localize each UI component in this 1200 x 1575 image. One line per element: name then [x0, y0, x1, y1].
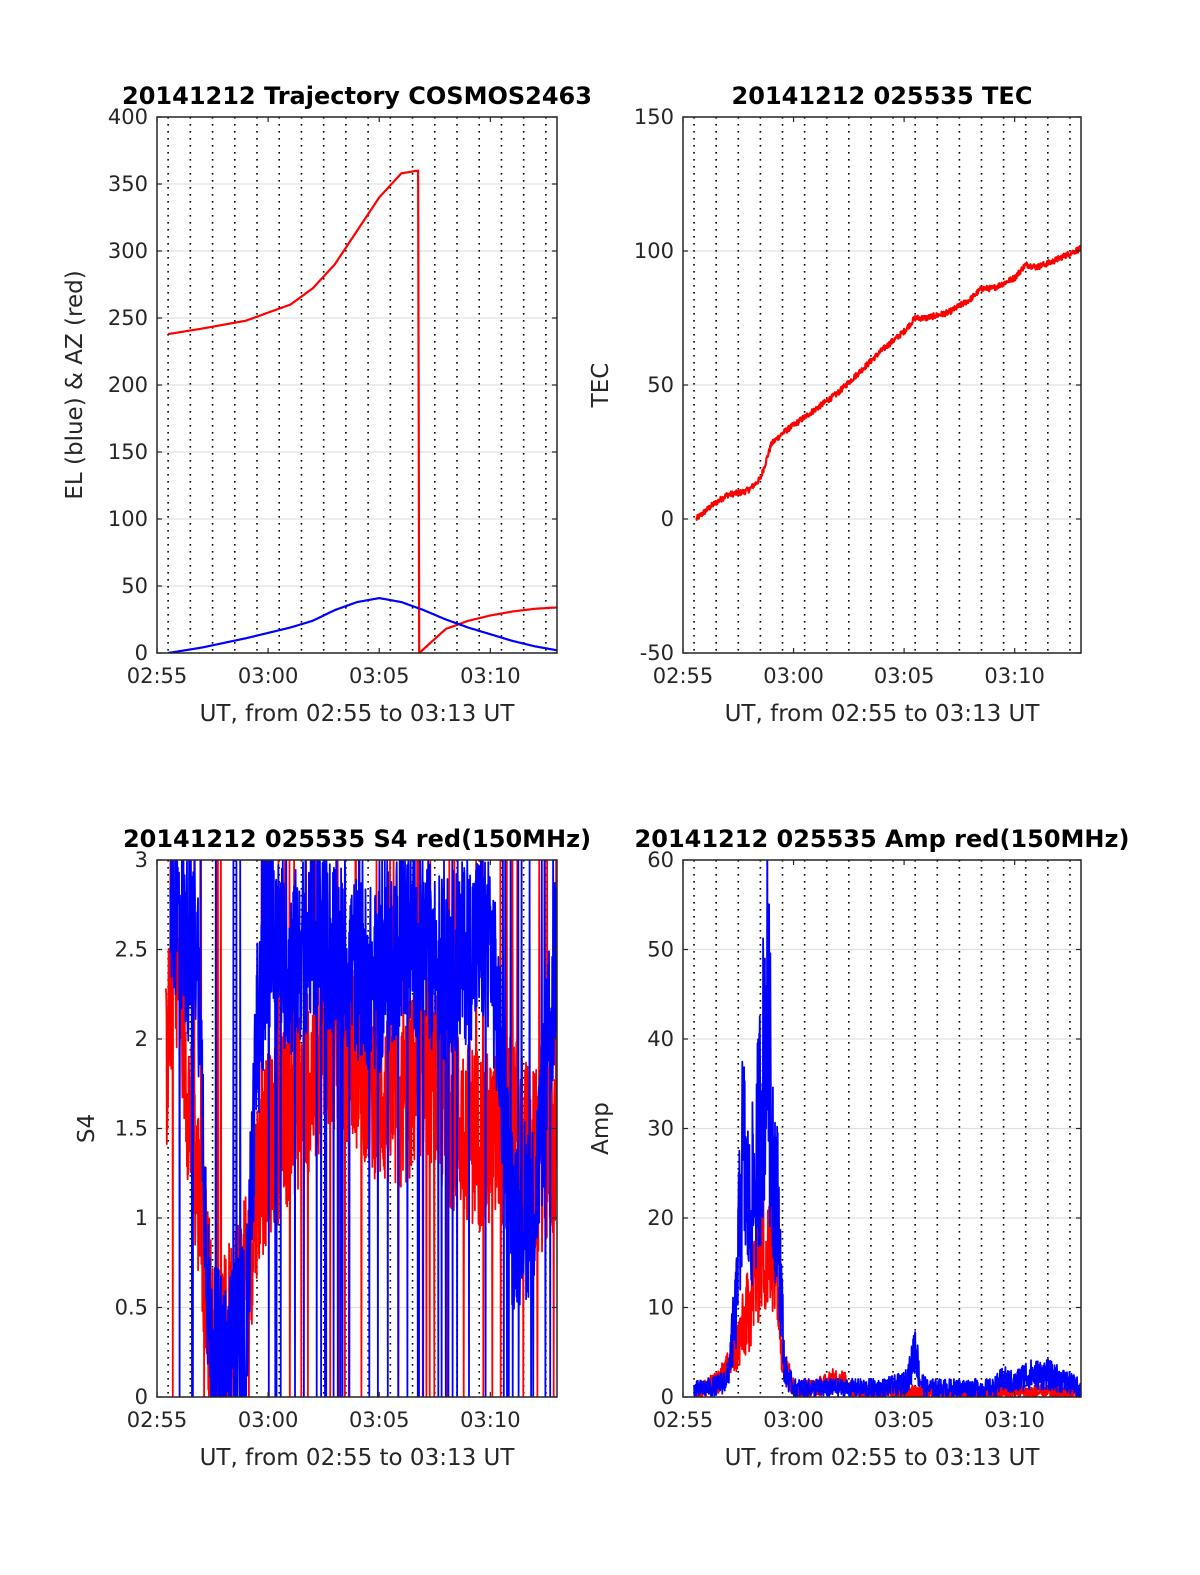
tec-ytick-label: 50 — [647, 373, 674, 397]
amp-xtick-label: 03:00 — [763, 1408, 824, 1432]
trajectory-series-1-line — [167, 597, 557, 653]
s4-series-1-line — [169, 860, 557, 1397]
amp-series-1-line — [693, 860, 1081, 1397]
trajectory-ytick-label: 0 — [135, 641, 148, 665]
amp-ytick-label: 0 — [661, 1385, 674, 1409]
s4-ytick-label: 3 — [135, 848, 148, 872]
tec-series-group — [695, 244, 1081, 521]
trajectory-series-group — [167, 169, 557, 653]
amp-ylabel: Amp — [588, 1102, 614, 1155]
s4-xtick-label: 02:55 — [127, 1408, 188, 1432]
trajectory-panel: 0 50 100 150 200 250 300 350 400 02:55 03:00 03:05 0… — [62, 82, 592, 727]
amp-ytick-label: 30 — [647, 1117, 674, 1141]
trajectory-ytick-label: 400 — [108, 105, 148, 129]
amp-xtick-label: 02:55 — [653, 1408, 714, 1432]
trajectory-ytick-label: 350 — [108, 172, 148, 196]
trajectory-ytick-label: 300 — [108, 239, 148, 263]
amp-title: 20141212 025535 Amp red(150MHz) — [635, 825, 1130, 853]
tec-ytick-label: 150 — [634, 105, 674, 129]
trajectory-title: 20141212 Trajectory COSMOS2463 — [122, 82, 592, 110]
tec-panel: -50 0 50 100 150 02:55 03:00 03:05 03:10 20141212… — [588, 82, 1082, 727]
tec-xlabel: UT, from 02:55 to 03:13 UT — [725, 701, 1041, 727]
tec-xtick-label: 03:05 — [874, 664, 935, 688]
s4-panel: 0 0.5 1 1.5 2 2.5 3 02:55 03:00 03:05 03:10 2014121… — [74, 825, 591, 1471]
amp-ytick-label: 50 — [647, 938, 674, 962]
s4-ytick-label: 0.5 — [115, 1296, 148, 1320]
amp-ytick-label: 10 — [647, 1296, 674, 1320]
amp-ytick-label: 40 — [647, 1027, 674, 1051]
amp-xlabel: UT, from 02:55 to 03:13 UT — [725, 1445, 1041, 1471]
s4-xlabel: UT, from 02:55 to 03:13 UT — [200, 1445, 516, 1471]
s4-ytick-label: 1.5 — [115, 1117, 148, 1141]
trajectory-xtick-label: 03:05 — [349, 664, 410, 688]
tec-ylabel: TEC — [588, 363, 614, 409]
s4-xtick-label: 03:05 — [349, 1408, 410, 1432]
amp-ytick-label: 20 — [647, 1206, 674, 1230]
s4-xtick-label: 03:00 — [238, 1408, 299, 1432]
s4-title: 20141212 025535 S4 red(150MHz) — [123, 825, 591, 853]
tec-ytick-label: -50 — [640, 641, 674, 665]
s4-ytick-label: 2 — [135, 1027, 148, 1051]
tec-series-0-line — [695, 244, 1081, 521]
trajectory-ytick-label: 100 — [108, 507, 148, 531]
amp-ytick-label: 60 — [647, 848, 674, 872]
tec-xtick-label: 03:10 — [984, 664, 1045, 688]
tec-ytick-label: 0 — [661, 507, 674, 531]
tec-xtick-label: 02:55 — [653, 664, 714, 688]
tec-xtick-label: 03:00 — [763, 664, 824, 688]
s4-ylabel: S4 — [74, 1114, 100, 1143]
s4-ytick-label: 1 — [135, 1206, 148, 1230]
trajectory-ytick-label: 150 — [108, 440, 148, 464]
s4-series-group — [165, 860, 557, 1397]
trajectory-ytick-label: 250 — [108, 306, 148, 330]
trajectory-xtick-label: 03:00 — [238, 664, 299, 688]
trajectory-xtick-label: 02:55 — [127, 664, 188, 688]
s4-xtick-label: 03:10 — [460, 1408, 521, 1432]
amp-xtick-label: 03:05 — [874, 1408, 935, 1432]
trajectory-xlabel: UT, from 02:55 to 03:13 UT — [200, 701, 516, 727]
s4-ytick-label: 2.5 — [115, 938, 148, 962]
trajectory-ytick-label: 50 — [121, 574, 148, 598]
trajectory-ylabel: EL (blue) & AZ (red) — [62, 270, 88, 499]
tec-title: 20141212 025535 TEC — [732, 82, 1033, 110]
amp-series-group — [693, 860, 1081, 1397]
amp-xtick-label: 03:10 — [984, 1408, 1045, 1432]
trajectory-xtick-label: 03:10 — [460, 664, 521, 688]
tec-ytick-label: 100 — [634, 239, 674, 263]
trajectory-ytick-label: 200 — [108, 373, 148, 397]
s4-ytick-label: 0 — [135, 1385, 148, 1409]
trajectory-series-0-line — [167, 169, 557, 653]
amp-panel: 0 10 20 30 40 50 60 02:55 03:00 03:05 03:10 2014121… — [588, 825, 1129, 1471]
